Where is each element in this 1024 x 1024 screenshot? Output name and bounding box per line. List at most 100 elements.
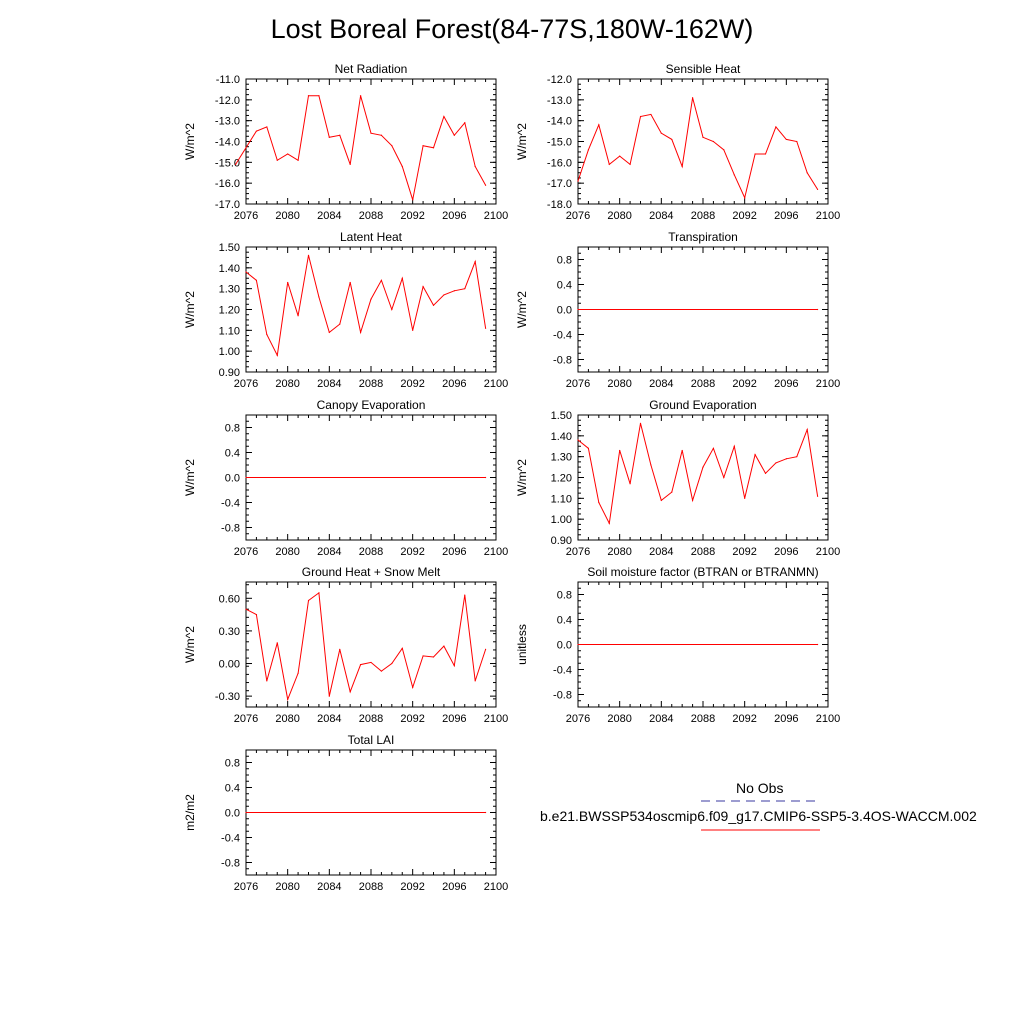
y-tick-label: -0.8 (221, 523, 240, 535)
data-point (577, 180, 579, 182)
chart-panel: Ground Heat + Snow Melt W/m^2 2076 2080 2084… (183, 565, 508, 725)
x-tick-label: 2076 (566, 546, 590, 558)
y-tick-label: 0.90 (551, 535, 572, 547)
data-point (723, 476, 725, 479)
data-point (650, 464, 652, 466)
data-point (453, 665, 455, 667)
data-point (474, 680, 476, 682)
y-tick-label: 1.40 (219, 263, 240, 275)
data-point (432, 304, 435, 306)
data-point (276, 159, 278, 161)
data-point (785, 138, 787, 141)
y-axis-label: W/m^2 (515, 291, 529, 328)
y-tick-label: 0.30 (219, 626, 240, 638)
x-tick-label: 2092 (400, 378, 424, 390)
data-point (671, 138, 673, 141)
x-tick-label: 2080 (275, 378, 299, 390)
page-title: Lost Boreal Forest(84-77S,180W-162W) (270, 14, 754, 44)
data-point (401, 277, 403, 279)
data-point (380, 670, 383, 672)
data-point (712, 447, 715, 449)
data-point (764, 472, 767, 474)
data-point (276, 642, 278, 644)
data-point (577, 643, 579, 646)
chart-panel: Canopy Evaporation W/m^2 2076 2080 2084 2088 2… (183, 398, 508, 558)
x-tick-label: 2084 (317, 881, 341, 893)
x-tick-label: 2100 (484, 713, 508, 725)
data-point (681, 449, 683, 452)
data-point (691, 499, 694, 502)
y-tick-label: -0.8 (221, 858, 240, 870)
x-tick-label: 2080 (275, 546, 299, 558)
y-axis-label: W/m^2 (515, 459, 529, 496)
data-point (401, 647, 403, 649)
y-tick-label: 0.0 (225, 808, 240, 820)
legend-model-label: b.e21.BWSSP534oscmip6.f09_g17.CMIP6-SSP5… (540, 808, 977, 824)
x-tick-label: 2080 (607, 546, 631, 558)
chart-panel: Transpiration W/m^2 2076 2080 2084 2088 2092 20… (515, 230, 840, 390)
y-tick-label: 1.40 (551, 431, 572, 443)
chart-panel: Sensible Heat W/m^2 2076 2080 2084 2088 2092 20… (515, 62, 840, 222)
data-point (255, 130, 258, 132)
x-tick-label: 2080 (607, 713, 631, 725)
x-tick-label: 2100 (484, 881, 508, 893)
data-point (754, 453, 756, 456)
x-tick-label: 2092 (732, 210, 756, 222)
y-tick-label: -11.0 (216, 74, 240, 86)
x-tick-label: 2096 (774, 546, 798, 558)
data-point (422, 145, 424, 147)
series-line (577, 423, 819, 525)
series-line (577, 97, 819, 200)
y-axis-label: W/m^2 (515, 123, 529, 160)
y-tick-label: 0.0 (557, 640, 572, 652)
data-point (339, 323, 341, 325)
data-point (484, 184, 487, 186)
y-axis-label: W/m^2 (183, 123, 197, 160)
data-point (380, 279, 383, 281)
data-point (297, 159, 299, 161)
y-tick-label: -15.0 (215, 157, 240, 169)
x-tick-label: 2076 (566, 713, 590, 725)
data-point (412, 199, 414, 201)
data-point (464, 122, 466, 124)
x-tick-label: 2076 (234, 881, 258, 893)
y-tick-label: 0.8 (225, 423, 240, 435)
data-point (266, 126, 268, 128)
data-point (464, 594, 466, 596)
x-tick-label: 2076 (234, 210, 258, 222)
data-point (816, 308, 819, 311)
data-point (629, 483, 631, 485)
data-point (608, 522, 610, 524)
data-point (775, 462, 777, 464)
x-tick-label: 2100 (484, 210, 508, 222)
data-point (276, 354, 278, 356)
y-tick-label: 0.00 (219, 659, 240, 671)
y-tick-label: -0.8 (553, 355, 572, 367)
y-tick-label: -0.8 (553, 690, 572, 702)
data-point (349, 691, 351, 693)
y-tick-label: 0.0 (557, 305, 572, 317)
data-point (339, 134, 341, 136)
data-point (796, 456, 798, 458)
y-axis-label: m2/m2 (183, 794, 197, 831)
data-point (639, 115, 642, 118)
x-tick-label: 2088 (359, 881, 383, 893)
data-point (349, 163, 351, 166)
data-point (587, 447, 590, 449)
data-point (349, 281, 351, 284)
data-point (453, 134, 455, 136)
chart-panel: Ground Evaporation W/m^2 2076 2080 2084 2088 2… (515, 398, 840, 558)
data-point (723, 149, 725, 151)
data-point (391, 145, 393, 147)
data-point (733, 174, 735, 176)
data-point (464, 288, 466, 290)
y-tick-label: 0.4 (225, 448, 240, 460)
x-tick-label: 2096 (774, 378, 798, 390)
data-point (318, 592, 320, 594)
y-tick-label: -12.0 (215, 95, 240, 107)
x-tick-label: 2084 (317, 546, 341, 558)
series-line (245, 255, 487, 357)
data-point (681, 165, 683, 168)
data-point (422, 285, 424, 288)
data-point (577, 439, 579, 441)
